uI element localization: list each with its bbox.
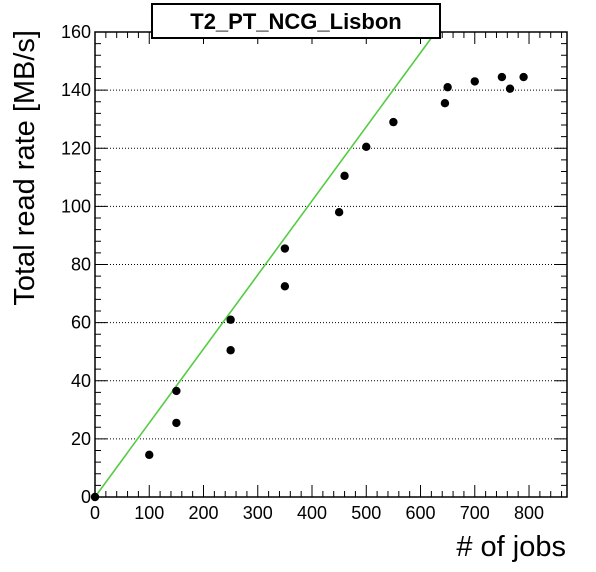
fit-line [94,31,437,498]
axis-ticks [94,31,567,498]
data-point [362,142,371,151]
x-tick-label: 500 [351,503,381,523]
data-point [172,386,181,396]
data-point [519,72,528,82]
title-box [151,3,441,39]
data-point [145,450,154,460]
data-point [497,72,507,82]
x-tick-label: 400 [297,503,327,523]
y-tick-label: 120 [61,138,91,158]
data-point [440,99,450,108]
data-point [90,492,100,502]
data-point [226,315,235,324]
grid-lines [95,89,567,440]
y-axis-title: Total read rate [MB/s] [9,30,41,306]
plot-frame [94,31,568,498]
y-tick-label: 20 [71,429,91,449]
data-point [172,418,181,428]
chart-title: T2_PT_NCG_Lisbon [190,9,401,34]
y-tick-label: 60 [71,313,91,333]
x-tick-label: 100 [134,503,164,523]
data-point [226,346,235,355]
x-tick-label: 0 [90,503,100,523]
data-point [443,83,452,92]
data-point [340,171,349,181]
x-tick-label: 600 [405,503,435,523]
y-tick-label: 80 [71,255,91,275]
x-tick-label: 700 [460,503,490,523]
data-point [389,117,398,127]
y-tick-label: 100 [61,196,91,216]
data-point [470,77,479,86]
x-tick-label: 800 [514,503,544,523]
tick-labels: 0 100 200 300 400 500 600 700 800 0 20 40 60 80 100 120… [61,22,544,523]
x-tick-label: 200 [188,503,218,523]
data-point [334,207,344,217]
data-point [505,84,515,93]
x-axis-title: # of jobs [456,531,566,563]
y-tick-label: 140 [61,80,91,100]
fit-line-layer [94,31,437,498]
y-tick-label: 40 [71,371,91,391]
data-point [280,282,290,291]
y-tick-label: 160 [61,22,91,42]
x-tick-label: 300 [243,503,273,523]
data-point [280,244,290,253]
data-points [90,72,528,502]
y-tick-label: 0 [81,487,91,507]
